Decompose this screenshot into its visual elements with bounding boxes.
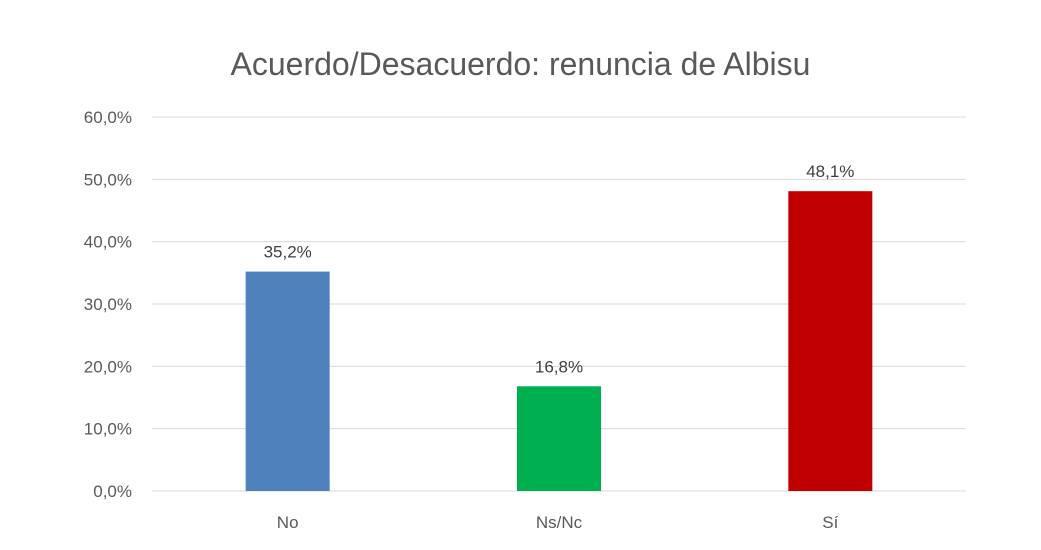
y-tick-label: 20,0% xyxy=(84,357,132,376)
chart-title: Acuerdo/Desacuerdo: renuncia de Albisu xyxy=(230,46,811,82)
x-tick-label: Ns/Nc xyxy=(536,513,583,532)
data-label: 35,2% xyxy=(264,243,312,262)
y-tick-label: 10,0% xyxy=(84,420,132,439)
bars xyxy=(245,191,873,491)
y-tick-label: 30,0% xyxy=(84,295,132,314)
bar-no xyxy=(245,271,330,491)
x-tick-label: Sí xyxy=(822,513,838,532)
x-axis: No Ns/Nc Sí xyxy=(277,513,839,532)
data-label: 48,1% xyxy=(806,162,854,181)
y-tick-label: 0,0% xyxy=(93,482,132,501)
data-labels: 35,2% 16,8% 48,1% xyxy=(264,162,855,376)
y-tick-label: 60,0% xyxy=(84,108,132,127)
bar-ns-nc xyxy=(517,386,601,491)
y-axis: 0,0% 10,0% 20,0% 30,0% 40,0% 50,0% 60,0% xyxy=(84,108,132,501)
y-tick-label: 50,0% xyxy=(84,170,132,189)
data-label: 16,8% xyxy=(535,357,583,376)
x-tick-label: No xyxy=(277,513,299,532)
y-tick-label: 40,0% xyxy=(84,233,132,252)
bar-s- xyxy=(788,191,873,491)
